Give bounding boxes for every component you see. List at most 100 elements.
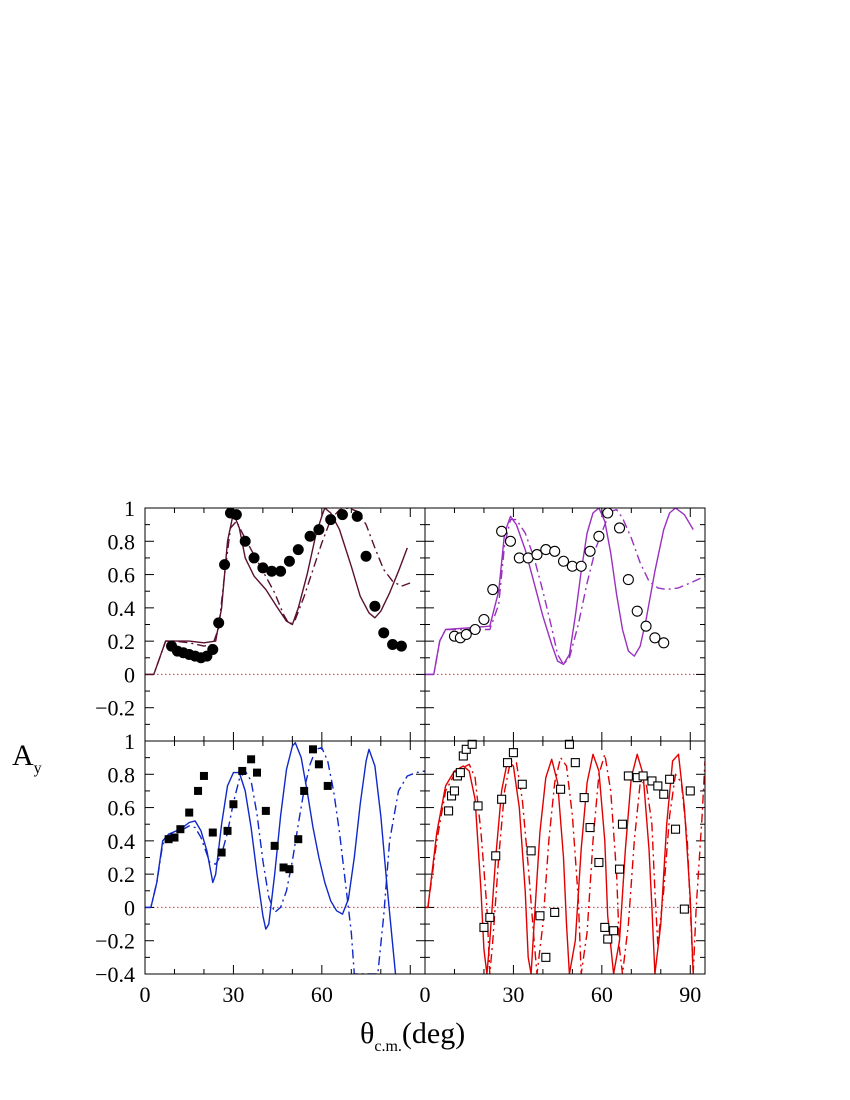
theory-curve-dashdot xyxy=(145,747,425,974)
theory-curve-solid xyxy=(425,753,694,974)
data-point xyxy=(541,952,551,962)
y-tick-label: 0.4 xyxy=(108,829,136,854)
theory-curve-solid xyxy=(145,742,397,974)
theory-curve-dashdot xyxy=(425,509,705,676)
data-point xyxy=(455,768,465,778)
data-point xyxy=(336,509,348,521)
y-tick-label: −0.4 xyxy=(95,962,135,987)
y-tick-label: 0.8 xyxy=(108,762,136,787)
y-tick-label: 0.4 xyxy=(108,596,136,621)
data-point xyxy=(517,779,527,789)
panels: 1 0.8 0.6 0.4 0.2 0 −0.2 1 0.8 0.6 0.4 0.2 0 −0.2 −0.4… xyxy=(95,496,706,1007)
data-point xyxy=(585,822,595,833)
theory-curve-solid xyxy=(425,508,694,676)
data-points xyxy=(164,745,332,874)
data-point xyxy=(487,583,499,596)
data-point xyxy=(294,835,303,844)
data-point xyxy=(613,522,626,534)
x-axis-title-unit: (deg) xyxy=(402,1017,465,1050)
data-point xyxy=(496,525,508,537)
data-point xyxy=(508,748,518,758)
x-tick-label: 60 xyxy=(311,982,333,1007)
y-tick-label: −0.2 xyxy=(95,929,135,954)
data-point xyxy=(248,552,260,564)
data-point xyxy=(253,768,261,777)
theory-curve-dashdot xyxy=(425,753,705,974)
data-point xyxy=(531,549,543,561)
data-point xyxy=(670,824,681,834)
curves xyxy=(425,753,705,974)
curves xyxy=(425,508,705,676)
data-point xyxy=(535,911,545,921)
x-axis-title-theta: θ xyxy=(360,1017,374,1050)
y-tick-label: 0.8 xyxy=(108,529,136,554)
panel-top-right xyxy=(424,507,706,742)
data-point xyxy=(485,912,495,922)
data-point xyxy=(444,806,454,816)
data-point xyxy=(283,555,295,567)
y-tick-label: 0.2 xyxy=(108,629,136,654)
data-point xyxy=(622,574,634,586)
data-point xyxy=(270,841,279,850)
data-point xyxy=(217,848,226,857)
data-point xyxy=(478,613,490,626)
data-point xyxy=(300,786,309,795)
theory-curve-dashdot xyxy=(145,508,411,676)
x-tick-label: 0 xyxy=(420,982,431,1007)
data-point xyxy=(469,623,481,636)
data-point xyxy=(679,904,689,914)
data-point xyxy=(176,825,185,834)
x-tick-label: 0 xyxy=(140,982,151,1007)
curves xyxy=(145,508,411,676)
data-point xyxy=(219,559,231,571)
data-point xyxy=(323,781,332,790)
data-point xyxy=(199,771,208,780)
data-point xyxy=(659,789,669,799)
data-point xyxy=(194,786,203,795)
data-point xyxy=(665,774,675,784)
data-point xyxy=(647,776,657,786)
data-point xyxy=(549,545,561,557)
data-point xyxy=(207,643,219,655)
data-point xyxy=(460,628,472,641)
data-point xyxy=(292,544,304,556)
panel-bottom-right: 0 30 60 90 xyxy=(420,739,706,1007)
data-point xyxy=(649,632,661,644)
data-points xyxy=(448,507,670,649)
panel-top-left: 1 0.8 0.6 0.4 0.2 0 −0.2 xyxy=(95,496,426,742)
data-point xyxy=(556,784,566,794)
data-point xyxy=(304,530,316,542)
x-axis-title-sub: c.m. xyxy=(374,1038,402,1055)
data-point xyxy=(313,524,325,536)
data-point xyxy=(285,865,294,874)
data-point xyxy=(504,535,517,547)
data-point xyxy=(369,600,381,612)
data-point xyxy=(603,934,613,944)
data-point xyxy=(229,800,238,809)
x-tick-label: 90 xyxy=(679,982,701,1007)
y-tick-label: 0 xyxy=(124,662,135,687)
data-point xyxy=(575,560,587,572)
data-point xyxy=(387,638,399,650)
data-point xyxy=(479,922,489,932)
data-point xyxy=(247,755,256,764)
data-point xyxy=(279,863,288,872)
data-point xyxy=(600,922,610,932)
x-axis-title: θc.m.(deg) xyxy=(360,1017,465,1055)
data-point xyxy=(239,535,251,547)
data-point xyxy=(570,758,580,768)
data-point xyxy=(213,617,225,629)
data-point xyxy=(395,640,407,652)
y-tick-label: 1 xyxy=(124,496,135,521)
theory-curve-solid xyxy=(145,508,408,676)
data-point xyxy=(526,846,536,856)
curves xyxy=(145,742,425,974)
y-axis-title-main: A xyxy=(12,739,34,772)
y-tick-label: 0.2 xyxy=(108,862,136,887)
data-points xyxy=(444,739,695,962)
data-point xyxy=(223,826,232,835)
data-point xyxy=(170,833,179,842)
data-point xyxy=(491,851,501,861)
data-point xyxy=(623,771,633,781)
data-point xyxy=(638,771,648,781)
